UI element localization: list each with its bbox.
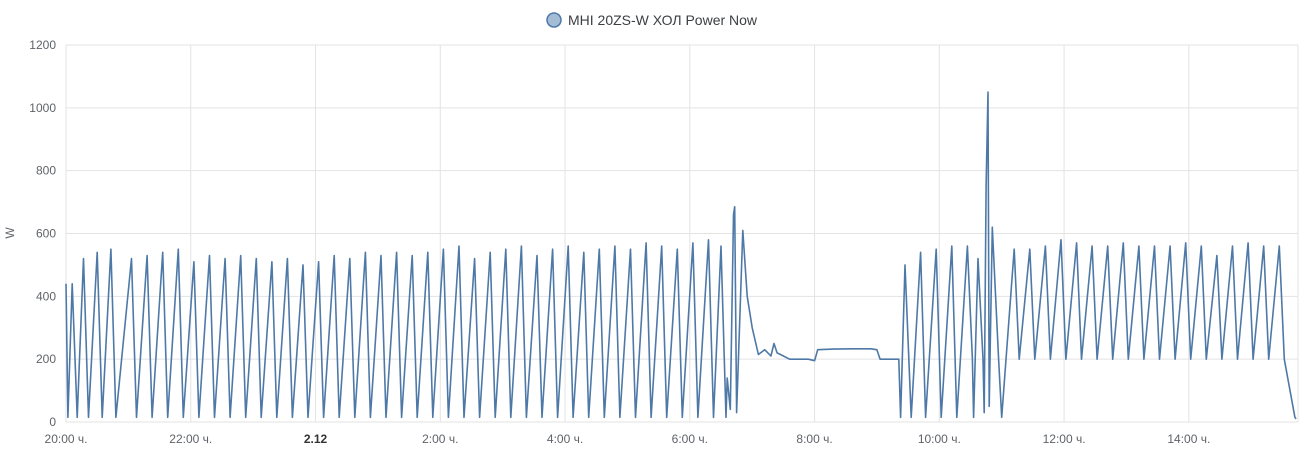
y-axis-label: W: [3, 227, 17, 239]
legend[interactable]: MHI 20ZS-W ХОЛ Power Now: [546, 12, 758, 28]
y-tick-label: 400: [36, 289, 56, 303]
x-tick-label: 2:00 ч.: [422, 432, 458, 446]
axis-layer: 0 200 400 600 800 1000 1200 20:00 ч. 22:00 ч. 2.1…: [29, 38, 1210, 446]
x-tick-label: 6:00 ч.: [672, 432, 708, 446]
x-tick-label: 4:00 ч.: [547, 432, 583, 446]
x-tick-label: 20:00 ч.: [45, 432, 88, 446]
x-tick-label: 2.12: [304, 432, 328, 446]
x-tick-label: 10:00 ч.: [918, 432, 961, 446]
grid-layer: [65, 44, 1299, 423]
x-tick-label: 22:00 ч.: [169, 432, 212, 446]
y-tick-label: 600: [36, 227, 56, 241]
y-tick-label: 200: [36, 352, 56, 366]
series-line-0[interactable]: [65, 91, 1297, 420]
legend-series-label[interactable]: MHI 20ZS-W ХОЛ Power Now: [568, 12, 758, 28]
series-layer: [65, 91, 1297, 420]
x-tick-label: 14:00 ч.: [1167, 432, 1210, 446]
y-tick-label: 800: [36, 164, 56, 178]
x-tick-label: 12:00 ч.: [1043, 432, 1086, 446]
y-tick-label: 0: [49, 415, 56, 429]
x-tick-label: 8:00 ч.: [796, 432, 832, 446]
legend-series-marker[interactable]: [546, 12, 562, 28]
y-tick-label: 1200: [29, 38, 56, 52]
y-tick-label: 1000: [29, 101, 56, 115]
